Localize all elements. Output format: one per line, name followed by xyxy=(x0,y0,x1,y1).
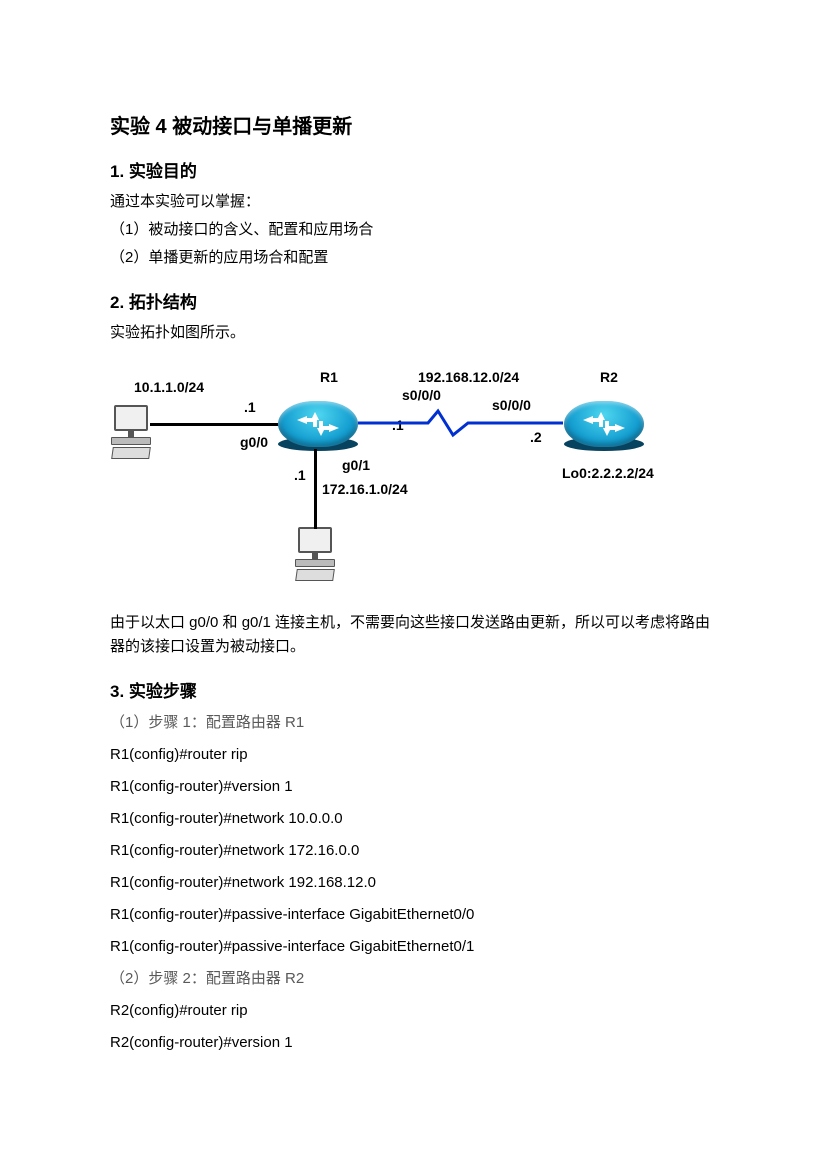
label-r1: R1 xyxy=(320,369,338,385)
label-ip-g00: .1 xyxy=(244,399,256,415)
cmd-line: R1(config)#router rip xyxy=(110,744,716,766)
section-2-after: 由于以太口 g0/0 和 g0/1 连接主机，不需要向这些接口发送路由更新，所以… xyxy=(110,611,716,659)
cmd-line: R1(config-router)#passive-interface Giga… xyxy=(110,936,716,958)
section-1-heading: 1. 实验目的 xyxy=(110,157,716,182)
label-net-left: 10.1.1.0/24 xyxy=(134,379,204,395)
link-g01 xyxy=(314,449,317,529)
cmd-line: R1(config-router)#network 192.168.12.0 xyxy=(110,872,716,894)
section-1-intro: 通过本实验可以掌握： xyxy=(110,190,716,214)
experiment-title: 实验 4 被动接口与单播更新 xyxy=(110,110,716,139)
cmd-line: R1(config-router)#passive-interface Giga… xyxy=(110,904,716,926)
cmd-line: R1(config-router)#version 1 xyxy=(110,776,716,798)
host-left-icon xyxy=(110,405,152,447)
link-g00 xyxy=(150,423,280,426)
objective-1: （1）被动接口的含义、配置和应用场合 xyxy=(110,218,716,242)
section-2-intro: 实验拓扑如图所示。 xyxy=(110,321,716,345)
label-net-mid: 192.168.12.0/24 xyxy=(418,369,519,385)
topology-diagram: 10.1.1.0/24 R1 192.168.12.0/24 R2 .1 s0/… xyxy=(110,359,710,599)
cmd-line: R1(config-router)#network 10.0.0.0 xyxy=(110,808,716,830)
label-ip-g01: .1 xyxy=(294,467,306,483)
section-2-heading: 2. 拓扑结构 xyxy=(110,288,716,313)
section-3-heading: 3. 实验步骤 xyxy=(110,677,716,702)
cmd-line: R2(config-router)#version 1 xyxy=(110,1032,716,1054)
label-r2: R2 xyxy=(600,369,618,385)
host-bottom-icon xyxy=(294,527,336,569)
cmd-line: R2(config)#router rip xyxy=(110,1000,716,1022)
step-1-heading: （1）步骤 1：配置路由器 R1 xyxy=(110,712,716,734)
link-serial xyxy=(358,407,568,447)
page: 实验 4 被动接口与单播更新 1. 实验目的 通过本实验可以掌握： （1）被动接… xyxy=(0,0,826,1104)
objective-2: （2）单播更新的应用场合和配置 xyxy=(110,246,716,270)
label-g01: g0/1 xyxy=(342,457,370,473)
router-r1-icon xyxy=(278,401,358,447)
label-g00: g0/0 xyxy=(240,434,268,450)
cmd-line: R1(config-router)#network 172.16.0.0 xyxy=(110,840,716,862)
label-lo0: Lo0:2.2.2.2/24 xyxy=(562,465,654,481)
label-s000-left: s0/0/0 xyxy=(402,387,441,403)
router-r2-icon xyxy=(564,401,644,447)
step-2-heading: （2）步骤 2：配置路由器 R2 xyxy=(110,968,716,990)
label-net-bottom: 172.16.1.0/24 xyxy=(322,481,408,497)
